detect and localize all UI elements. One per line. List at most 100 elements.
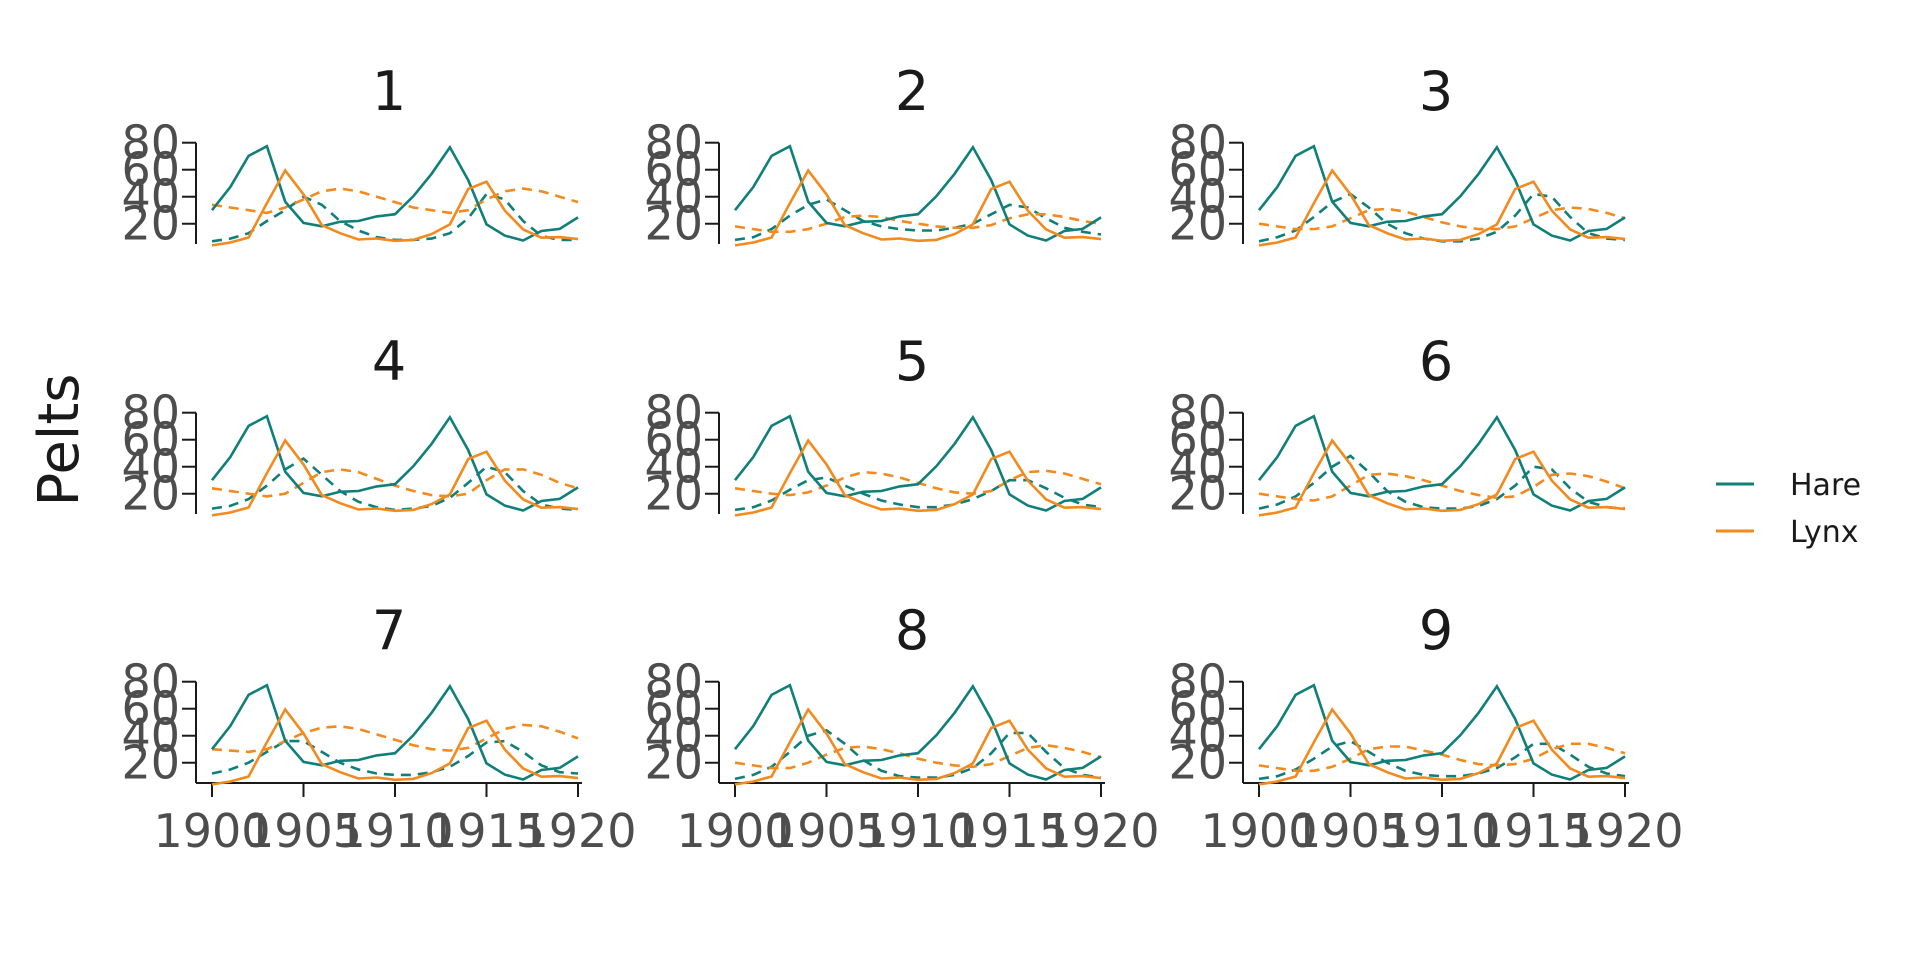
y-tick-label: 40 xyxy=(644,440,703,494)
x-tick-label: 1905 xyxy=(1292,804,1409,858)
x-tick-label: 1910 xyxy=(859,804,976,858)
lynx-fitted-line xyxy=(734,743,1102,770)
y-tick-label: 20 xyxy=(644,736,703,790)
lynx-fitted-line xyxy=(211,468,579,498)
hare-fitted-line xyxy=(734,476,1102,512)
x-tick-label: 1905 xyxy=(768,804,885,858)
y-tick-label: 60 xyxy=(1168,682,1227,736)
panel-title: 4 xyxy=(372,330,406,393)
y-tick-label: 40 xyxy=(121,709,180,763)
hare-fitted-line xyxy=(1258,739,1626,781)
panel-title: 8 xyxy=(895,599,929,662)
y-tick-label: 60 xyxy=(644,413,703,467)
panel-title: 3 xyxy=(1419,60,1453,123)
y-tick-label: 20 xyxy=(1168,736,1227,790)
y-axis-label: Pelts xyxy=(27,374,92,507)
lynx-fitted-line xyxy=(211,187,579,215)
hare-fitted-line xyxy=(211,739,579,777)
y-tick-label: 40 xyxy=(1168,440,1227,494)
y-tick-label: 60 xyxy=(1168,143,1227,197)
hare-observed-line xyxy=(1257,414,1626,512)
y-tick-label: 20 xyxy=(644,197,703,251)
y-tick-label: 80 xyxy=(121,116,180,170)
lynx-observed-line xyxy=(734,707,1102,786)
y-tick-label: 80 xyxy=(1168,116,1227,170)
y-tick-label: 40 xyxy=(121,170,180,224)
x-tick-label: 1915 xyxy=(1475,804,1592,858)
y-tick-label: 40 xyxy=(1168,170,1227,224)
y-tick-label: 80 xyxy=(644,655,703,709)
y-tick-label: 60 xyxy=(644,682,703,736)
lynx-fitted-line xyxy=(734,213,1102,234)
y-tick-label: 20 xyxy=(121,467,180,521)
hare-observed-line xyxy=(210,144,579,242)
y-tick-label: 80 xyxy=(121,386,180,440)
lynx-observed-line xyxy=(1258,168,1626,247)
lynx-fitted-line xyxy=(1258,742,1626,773)
y-tick-label: 60 xyxy=(1168,413,1227,467)
y-tick-label: 20 xyxy=(1168,467,1227,521)
y-tick-label: 20 xyxy=(644,467,703,521)
hare-observed-line xyxy=(1257,144,1626,242)
legend-label-lynx: Lynx xyxy=(1790,515,1858,550)
x-tick-label: 1900 xyxy=(1200,804,1317,858)
lynx-observed-line xyxy=(1258,707,1626,786)
hare-observed-line xyxy=(733,683,1102,781)
y-tick-label: 80 xyxy=(1168,655,1227,709)
panel-title: 5 xyxy=(895,330,929,393)
lynx-fitted-line xyxy=(211,723,579,754)
hare-observed-line xyxy=(1257,683,1626,781)
y-tick-label: 60 xyxy=(121,143,180,197)
y-tick-label: 80 xyxy=(1168,386,1227,440)
y-tick-label: 20 xyxy=(121,197,180,251)
panel-title: 6 xyxy=(1419,330,1453,393)
y-tick-label: 80 xyxy=(644,116,703,170)
x-tick-label: 1920 xyxy=(1566,804,1683,858)
panel-title: 9 xyxy=(1419,599,1453,662)
y-tick-label: 40 xyxy=(644,170,703,224)
x-tick-label: 1920 xyxy=(1042,804,1159,858)
y-tick-label: 20 xyxy=(1168,197,1227,251)
x-tick-label: 1905 xyxy=(245,804,362,858)
legend-label-hare: Hare xyxy=(1790,468,1861,503)
legend: Hare Lynx xyxy=(1716,468,1861,550)
x-tick-label: 1900 xyxy=(676,804,793,858)
lynx-observed-line xyxy=(1258,438,1626,517)
hare-observed-line xyxy=(733,144,1102,242)
y-tick-label: 20 xyxy=(121,736,180,790)
hare-observed-line xyxy=(733,414,1102,512)
lynx-observed-line xyxy=(734,168,1102,247)
x-tick-label: 1915 xyxy=(428,804,545,858)
panel-title: 2 xyxy=(895,60,929,123)
y-tick-label: 60 xyxy=(121,413,180,467)
panel-title: 1 xyxy=(372,60,406,123)
lynx-fitted-line xyxy=(1258,472,1626,502)
x-tick-label: 1920 xyxy=(519,804,636,858)
x-tick-label: 1910 xyxy=(1383,804,1500,858)
y-tick-label: 40 xyxy=(644,709,703,763)
y-tick-label: 40 xyxy=(121,440,180,494)
lynx-observed-line xyxy=(211,707,579,786)
lynx-observed-line xyxy=(211,438,579,517)
y-tick-label: 80 xyxy=(644,386,703,440)
hare-fitted-line xyxy=(734,728,1102,781)
y-tick-label: 80 xyxy=(121,655,180,709)
x-tick-label: 1900 xyxy=(153,804,270,858)
x-tick-label: 1915 xyxy=(951,804,1068,858)
y-tick-label: 40 xyxy=(1168,709,1227,763)
panels: 1204060802204060803204060804204060805204… xyxy=(121,60,1683,858)
y-tick-label: 60 xyxy=(644,143,703,197)
panel-title: 7 xyxy=(372,599,406,662)
lynx-observed-line xyxy=(734,438,1102,517)
hare-fitted-line xyxy=(211,456,579,512)
hare-fitted-line xyxy=(1258,454,1626,510)
